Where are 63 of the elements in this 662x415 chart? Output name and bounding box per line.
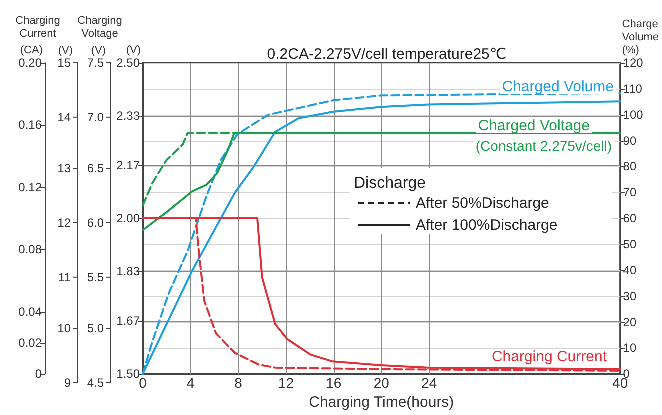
y2-tick-label: 20	[623, 315, 637, 330]
y2-tick-label: 30	[623, 289, 637, 304]
text: 7.5	[87, 56, 104, 70]
x-tick-label: 0	[139, 375, 148, 392]
y2-tick-label: 110	[623, 82, 643, 96]
y-tick-label: 2.00	[116, 212, 140, 226]
y2-tick-label: 70	[623, 186, 637, 200]
series-label: Charged Volume	[502, 78, 614, 96]
y-tick-label: 2.17	[116, 158, 140, 173]
text: 14	[58, 110, 72, 124]
x-tick-label: 12	[278, 375, 294, 392]
text: Charging Current	[16, 15, 60, 40]
y-tick-label: 2.33	[116, 108, 140, 123]
x-axis-title: Charging Time(hours)	[309, 394, 454, 411]
y-axis-title: (V)	[126, 44, 141, 56]
x-tick-label: 16	[326, 375, 342, 392]
text: Charging Voltage	[78, 15, 122, 40]
text: 5.0	[87, 322, 104, 336]
y3-tick-label: 0.12	[18, 180, 42, 194]
annotation: After 50%Discharge	[416, 195, 550, 212]
y3-tick-label: 0.02	[18, 336, 42, 350]
text: 5.5	[87, 270, 104, 284]
y-tick-label: 1.50	[116, 367, 140, 382]
x-tick-label: 4	[186, 375, 195, 392]
y3-tick-label: 0.04	[18, 304, 42, 319]
x-tick-label: 8	[234, 375, 243, 392]
text: 10	[58, 322, 72, 336]
text: 6.0	[87, 216, 104, 230]
y2-tick-label: 80	[623, 160, 637, 174]
y3-axis-title: (CA)	[20, 44, 43, 56]
y2-tick-label: 50	[623, 237, 637, 252]
x-tick-label: 24	[422, 375, 438, 392]
y2-tick-label: 120	[623, 56, 644, 70]
annotation: (Constant 2.275v/cell)	[476, 138, 612, 154]
text: 9	[64, 376, 72, 390]
text: 6.5	[87, 162, 104, 176]
series-label: Charged Voltage	[478, 118, 590, 134]
y2-tick-label: 90	[623, 134, 637, 148]
y3-tick-label: 0.16	[18, 118, 42, 132]
x-tick-label: 20	[374, 375, 390, 392]
y-tick-label: 1.67	[116, 314, 140, 328]
y-tick-label: 2.50	[116, 56, 140, 70]
text: 15	[58, 56, 72, 70]
y-tick-label: 1.83	[116, 264, 140, 278]
y2-tick-label: 10	[623, 341, 637, 356]
y2-axis-title: Charge Volume (%)	[622, 18, 660, 56]
y3-tick-label: 0.08	[18, 242, 42, 257]
text: (V)	[58, 45, 73, 57]
y2-tick-label: 100	[623, 108, 644, 122]
legend-title: Discharge	[354, 175, 426, 192]
chart-title: 0.2CA-2.275V/cell temperature25℃	[267, 46, 507, 63]
annotation: After 100%Discharge	[416, 217, 558, 234]
text: 11	[58, 270, 72, 284]
y2-tick-label: 40	[623, 263, 637, 278]
text: 7.0	[87, 110, 104, 124]
series-label: Charging Current	[492, 348, 608, 366]
line-series	[142, 132, 622, 232]
text: 12	[58, 216, 72, 230]
y3-tick-label: 0.20	[18, 56, 42, 70]
y2-tick-label: 60	[623, 212, 637, 226]
text: 4.5	[87, 376, 104, 390]
text: (V)	[91, 45, 106, 57]
text: 13	[58, 162, 72, 176]
